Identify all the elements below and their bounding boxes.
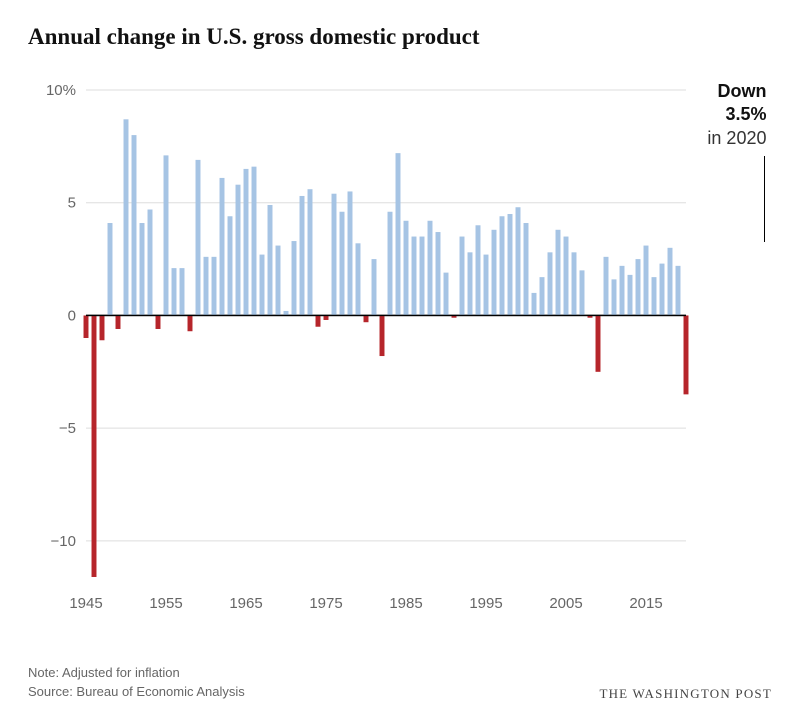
- chart-title: Annual change in U.S. gross domestic pro…: [28, 24, 772, 50]
- svg-text:2015: 2015: [629, 595, 662, 612]
- footer-credit: THE WASHINGTON POST: [599, 686, 772, 702]
- svg-text:1975: 1975: [309, 595, 342, 612]
- annotation-line-2: 3.5%: [707, 103, 766, 126]
- svg-text:−10: −10: [51, 533, 76, 550]
- chart-container: 10% 5 0 −5 −10 1945 1955 1965 1975 1985 1995 2005 20…: [28, 68, 772, 628]
- footer-note: Note: Adjusted for inflation: [28, 664, 245, 683]
- svg-text:0: 0: [68, 307, 76, 324]
- svg-text:1995: 1995: [469, 595, 502, 612]
- svg-text:−5: −5: [59, 420, 76, 437]
- callout-annotation: Down 3.5% in 2020: [707, 80, 766, 150]
- svg-text:1955: 1955: [149, 595, 182, 612]
- annotation-line-3: in 2020: [707, 127, 766, 150]
- bar-chart: 10% 5 0 −5 −10 1945 1955 1965 1975 1985 1995 2005 20…: [28, 68, 772, 628]
- svg-text:10%: 10%: [46, 82, 76, 99]
- annotation-rule: [764, 156, 765, 242]
- footer-notes: Note: Adjusted for inflation Source: Bur…: [28, 664, 245, 702]
- svg-text:1945: 1945: [69, 595, 102, 612]
- svg-text:2005: 2005: [549, 595, 582, 612]
- annotation-line-1: Down: [707, 80, 766, 103]
- svg-text:5: 5: [68, 195, 76, 212]
- svg-text:1965: 1965: [229, 595, 262, 612]
- footer-source: Source: Bureau of Economic Analysis: [28, 683, 245, 702]
- svg-text:1985: 1985: [389, 595, 422, 612]
- chart-footer: Note: Adjusted for inflation Source: Bur…: [28, 664, 772, 702]
